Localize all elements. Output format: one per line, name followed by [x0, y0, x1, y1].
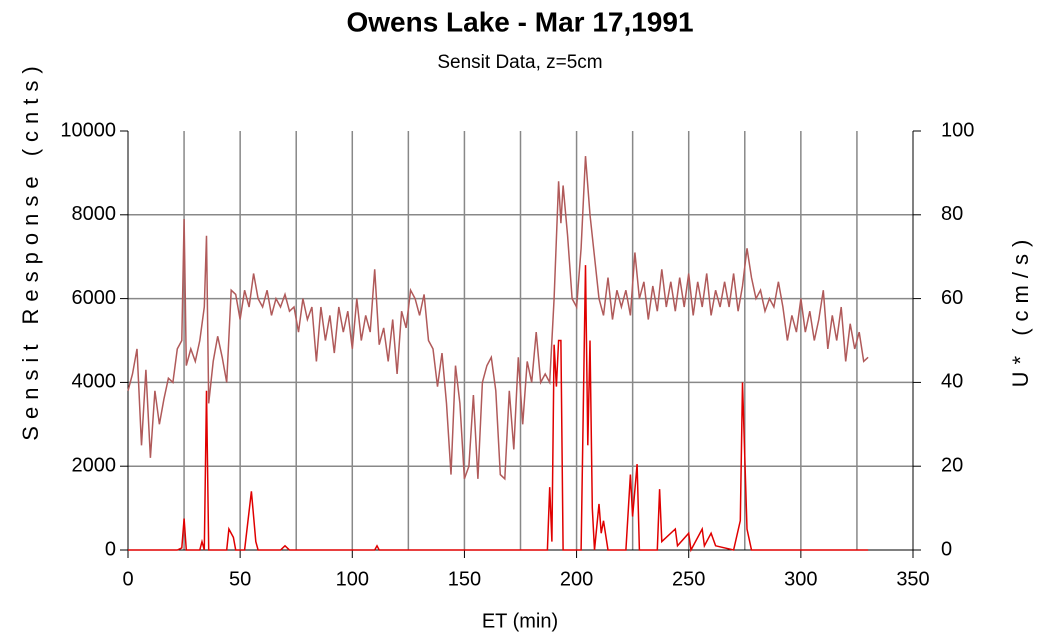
y-tick-label: 4000 — [72, 371, 117, 393]
x-tick-label: 350 — [896, 568, 929, 590]
y2-tick-label: 100 — [941, 119, 974, 141]
y2-tick-label: 80 — [941, 203, 963, 225]
x-axis-label: ET (min) — [482, 610, 558, 632]
y-tick-label: 2000 — [72, 454, 117, 476]
data-line — [128, 265, 869, 553]
y-tick-label: 8000 — [72, 203, 117, 225]
x-tick-label: 150 — [448, 568, 481, 590]
y2-tick-label: 60 — [941, 287, 963, 309]
y-axis-label: Sensit Response (cnts) — [18, 59, 43, 440]
x-tick-label: 300 — [784, 568, 817, 590]
data-line — [127, 156, 869, 481]
x-tick-label: 250 — [672, 568, 705, 590]
x-tick-label: 200 — [560, 568, 593, 590]
y2-tick-label: 40 — [941, 371, 963, 393]
y-tick-label: 10000 — [60, 119, 116, 141]
chart-subtitle: Sensit Data, z=5cm — [437, 52, 602, 73]
x-tick-label: 100 — [336, 568, 369, 590]
y-tick-label: 6000 — [72, 287, 117, 309]
y2-tick-label: 0 — [941, 538, 952, 560]
chart-title: Owens Lake - Mar 17,1991 — [346, 6, 693, 37]
y2-tick-label: 20 — [941, 454, 963, 476]
y2-axis-label: U* (cm/s) — [1008, 233, 1033, 388]
x-tick-label: 50 — [229, 568, 251, 590]
x-tick-label: 0 — [122, 568, 133, 590]
y-tick-label: 0 — [105, 538, 116, 560]
